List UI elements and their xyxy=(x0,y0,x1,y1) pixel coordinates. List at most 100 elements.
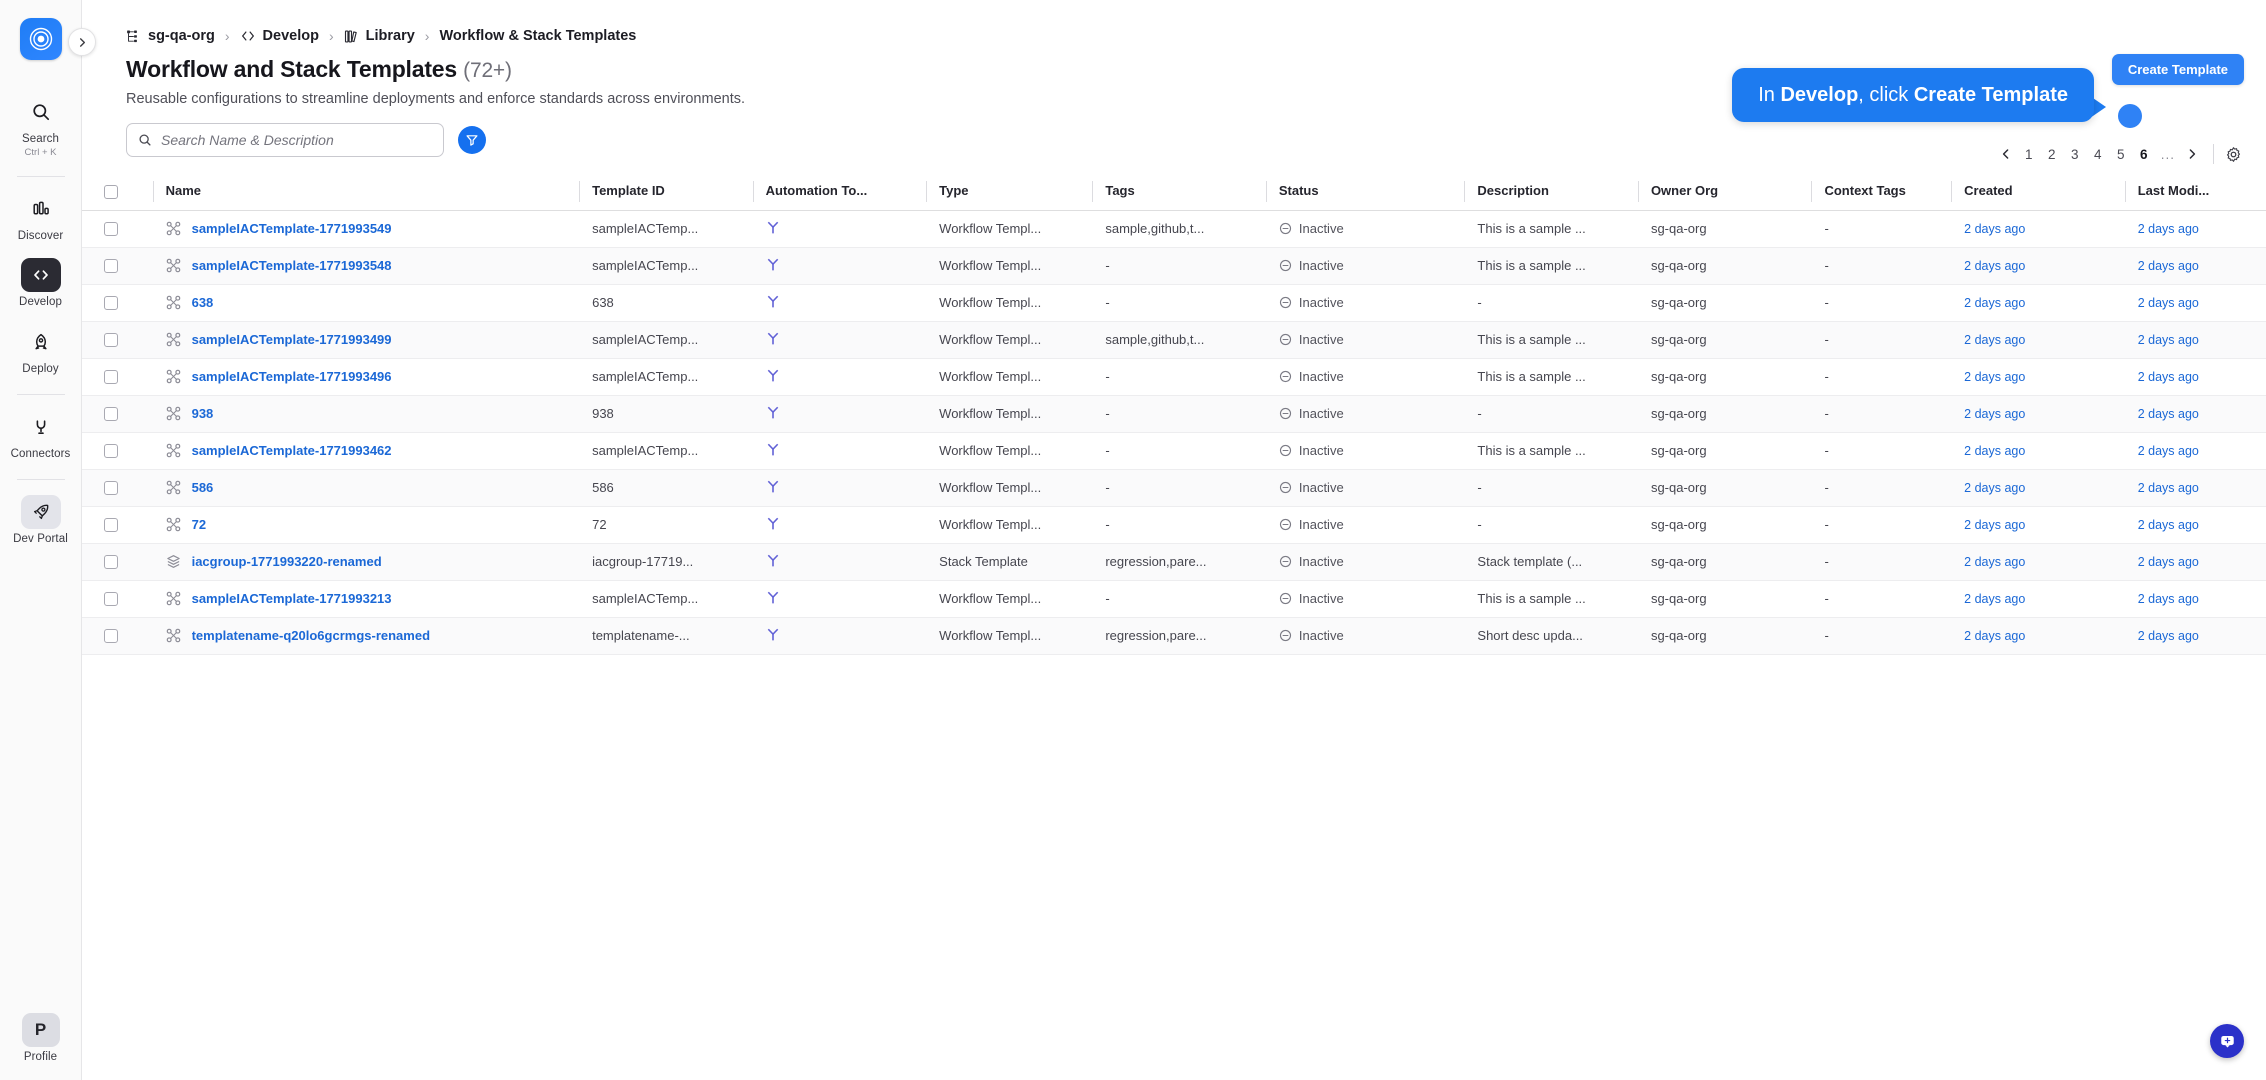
created-date-link[interactable]: 2 days ago xyxy=(1964,332,2026,347)
pagination-page-6[interactable]: 6 xyxy=(2139,146,2148,162)
row-checkbox[interactable] xyxy=(104,555,118,570)
sidebar-item-label: Dev Portal xyxy=(13,533,68,546)
created-date-link[interactable]: 2 days ago xyxy=(1964,221,2026,236)
last-modified-date-link[interactable]: 2 days ago xyxy=(2137,443,2199,458)
filter-button[interactable] xyxy=(458,126,486,154)
table-row[interactable]: 586 586 Workflow Templ... - Inactive - sg-qa-o… xyxy=(82,469,2266,507)
select-all-checkbox[interactable] xyxy=(104,184,118,199)
template-name-link[interactable]: sampleIACTemplate-1771993496 xyxy=(191,369,392,385)
table-row[interactable]: sampleIACTemplate-1771993462 sampleIACTem… xyxy=(82,432,2266,470)
created-date-link[interactable]: 2 days ago xyxy=(1964,554,2026,569)
row-checkbox[interactable] xyxy=(104,629,118,644)
column-header-status[interactable]: Status xyxy=(1265,173,1465,211)
created-date-link[interactable]: 2 days ago xyxy=(1964,406,2026,421)
column-header-type[interactable]: Type xyxy=(926,173,1093,211)
created-date-link[interactable]: 2 days ago xyxy=(1964,443,2026,458)
sidebar-item-dev-portal[interactable]: Dev Portal xyxy=(0,486,82,552)
pagination-page-1[interactable]: 1 xyxy=(2024,146,2033,162)
column-header-last-modified[interactable]: Last Modi... xyxy=(2124,173,2266,211)
row-checkbox[interactable] xyxy=(104,518,118,533)
template-name-link[interactable]: sampleIACTemplate-1771993548 xyxy=(191,258,392,274)
row-checkbox[interactable] xyxy=(104,592,118,607)
last-modified-date-link[interactable]: 2 days ago xyxy=(2137,221,2199,236)
row-checkbox[interactable] xyxy=(104,333,118,348)
column-header-owner-org[interactable]: Owner Org xyxy=(1637,173,1812,211)
template-name-link[interactable]: templatename-q20lo6gcrmgs-renamed xyxy=(191,628,431,644)
created-date-link[interactable]: 2 days ago xyxy=(1964,628,2026,643)
created-date-link[interactable]: 2 days ago xyxy=(1964,517,2026,532)
last-modified-date-link[interactable]: 2 days ago xyxy=(2137,406,2199,421)
row-checkbox[interactable] xyxy=(104,407,118,422)
created-date-link[interactable]: 2 days ago xyxy=(1964,369,2026,384)
template-name-link[interactable]: 638 xyxy=(191,295,214,311)
sidebar-item-search[interactable]: Search Ctrl + K xyxy=(0,86,82,164)
column-header-automation-tool[interactable]: Automation To... xyxy=(752,173,927,211)
template-name-link[interactable]: 938 xyxy=(191,406,214,422)
row-checkbox[interactable] xyxy=(104,370,118,385)
table-row[interactable]: sampleIACTemplate-1771993213 sampleIACTem… xyxy=(82,580,2266,618)
last-modified-date-link[interactable]: 2 days ago xyxy=(2137,591,2199,606)
table-row[interactable]: 72 72 Workflow Templ... - Inactive - sg-qa-org… xyxy=(82,506,2266,544)
sidebar-item-develop[interactable]: Develop xyxy=(0,249,82,315)
sidebar-item-profile[interactable]: P Profile xyxy=(0,1004,82,1080)
row-checkbox[interactable] xyxy=(104,296,118,311)
table-row[interactable]: templatename-q20lo6gcrmgs-renamed templat… xyxy=(82,617,2266,655)
last-modified-date-link[interactable]: 2 days ago xyxy=(2137,369,2199,384)
last-modified-date-link[interactable]: 2 days ago xyxy=(2137,480,2199,495)
created-date-link[interactable]: 2 days ago xyxy=(1964,258,2026,273)
last-modified-date-link[interactable]: 2 days ago xyxy=(2137,628,2199,643)
breadcrumb-item-library[interactable]: Library xyxy=(344,28,415,44)
brand-logo[interactable] xyxy=(19,18,62,60)
pagination-prev[interactable] xyxy=(1996,142,2016,166)
template-name-link[interactable]: 586 xyxy=(191,480,214,496)
column-header-created[interactable]: Created xyxy=(1951,173,2125,211)
template-name-link[interactable]: sampleIACTemplate-1771993549 xyxy=(191,221,392,237)
workflow-nodes-icon xyxy=(166,332,181,347)
template-name-link[interactable]: sampleIACTemplate-1771993499 xyxy=(191,332,392,348)
sidebar-item-connectors[interactable]: Connectors xyxy=(0,401,82,467)
last-modified-date-link[interactable]: 2 days ago xyxy=(2137,332,2199,347)
created-date-link[interactable]: 2 days ago xyxy=(1964,295,2026,310)
pagination-page-4[interactable]: 4 xyxy=(2093,146,2102,162)
table-row[interactable]: 638 638 Workflow Templ... - Inactive - sg-qa-o… xyxy=(82,284,2266,322)
pagination-page-5[interactable]: 5 xyxy=(2116,146,2125,162)
row-checkbox[interactable] xyxy=(104,259,118,274)
template-name-link[interactable]: sampleIACTemplate-1771993213 xyxy=(191,591,392,607)
row-checkbox[interactable] xyxy=(104,444,118,459)
table-row[interactable]: sampleIACTemplate-1771993548 sampleIACTem… xyxy=(82,247,2266,285)
breadcrumb-item-develop[interactable]: Develop xyxy=(240,28,319,44)
row-checkbox[interactable] xyxy=(104,222,118,237)
last-modified-date-link[interactable]: 2 days ago xyxy=(2137,517,2199,532)
row-checkbox[interactable] xyxy=(104,481,118,496)
last-modified-date-link[interactable]: 2 days ago xyxy=(2137,295,2199,310)
breadcrumb-item-org[interactable]: sg-qa-org xyxy=(126,28,215,44)
table-row[interactable]: sampleIACTemplate-1771993499 sampleIACTem… xyxy=(82,321,2266,359)
column-header-description[interactable]: Description xyxy=(1464,173,1638,211)
created-date-link[interactable]: 2 days ago xyxy=(1964,480,2026,495)
column-header-name[interactable]: Name xyxy=(152,173,580,211)
template-name-link[interactable]: 72 xyxy=(191,517,207,533)
column-header-tags[interactable]: Tags xyxy=(1092,173,1266,211)
last-modified-date-link[interactable]: 2 days ago xyxy=(2137,258,2199,273)
table-settings-button[interactable] xyxy=(2225,146,2242,163)
sidebar-item-discover[interactable]: Discover xyxy=(0,183,82,249)
pagination-next[interactable] xyxy=(2182,142,2202,166)
template-name-link[interactable]: iacgroup-1771993220-renamed xyxy=(191,554,382,570)
created-date-link[interactable]: 2 days ago xyxy=(1964,591,2026,606)
table-row[interactable]: 938 938 Workflow Templ... - Inactive - sg-qa-o… xyxy=(82,395,2266,433)
chat-support-button[interactable] xyxy=(2210,1024,2244,1058)
search-input[interactable] xyxy=(161,132,432,148)
column-header-template-id[interactable]: Template ID xyxy=(579,173,753,211)
table-row[interactable]: sampleIACTemplate-1771993549 sampleIACTem… xyxy=(82,210,2266,248)
search-box[interactable] xyxy=(126,123,444,157)
column-header-context-tags[interactable]: Context Tags xyxy=(1811,173,1952,211)
table-row[interactable]: sampleIACTemplate-1771993496 sampleIACTem… xyxy=(82,358,2266,396)
pagination-page-2[interactable]: 2 xyxy=(2047,146,2056,162)
table-row[interactable]: iacgroup-1771993220-renamed iacgroup-1771… xyxy=(82,543,2266,581)
last-modified-date-link[interactable]: 2 days ago xyxy=(2137,554,2199,569)
sidebar-collapse-toggle[interactable] xyxy=(68,28,96,56)
pagination-page-3[interactable]: 3 xyxy=(2070,146,2079,162)
template-name-link[interactable]: sampleIACTemplate-1771993462 xyxy=(191,443,392,459)
sidebar-item-deploy[interactable]: Deploy xyxy=(0,316,82,382)
create-template-button[interactable]: Create Template xyxy=(2111,54,2244,85)
